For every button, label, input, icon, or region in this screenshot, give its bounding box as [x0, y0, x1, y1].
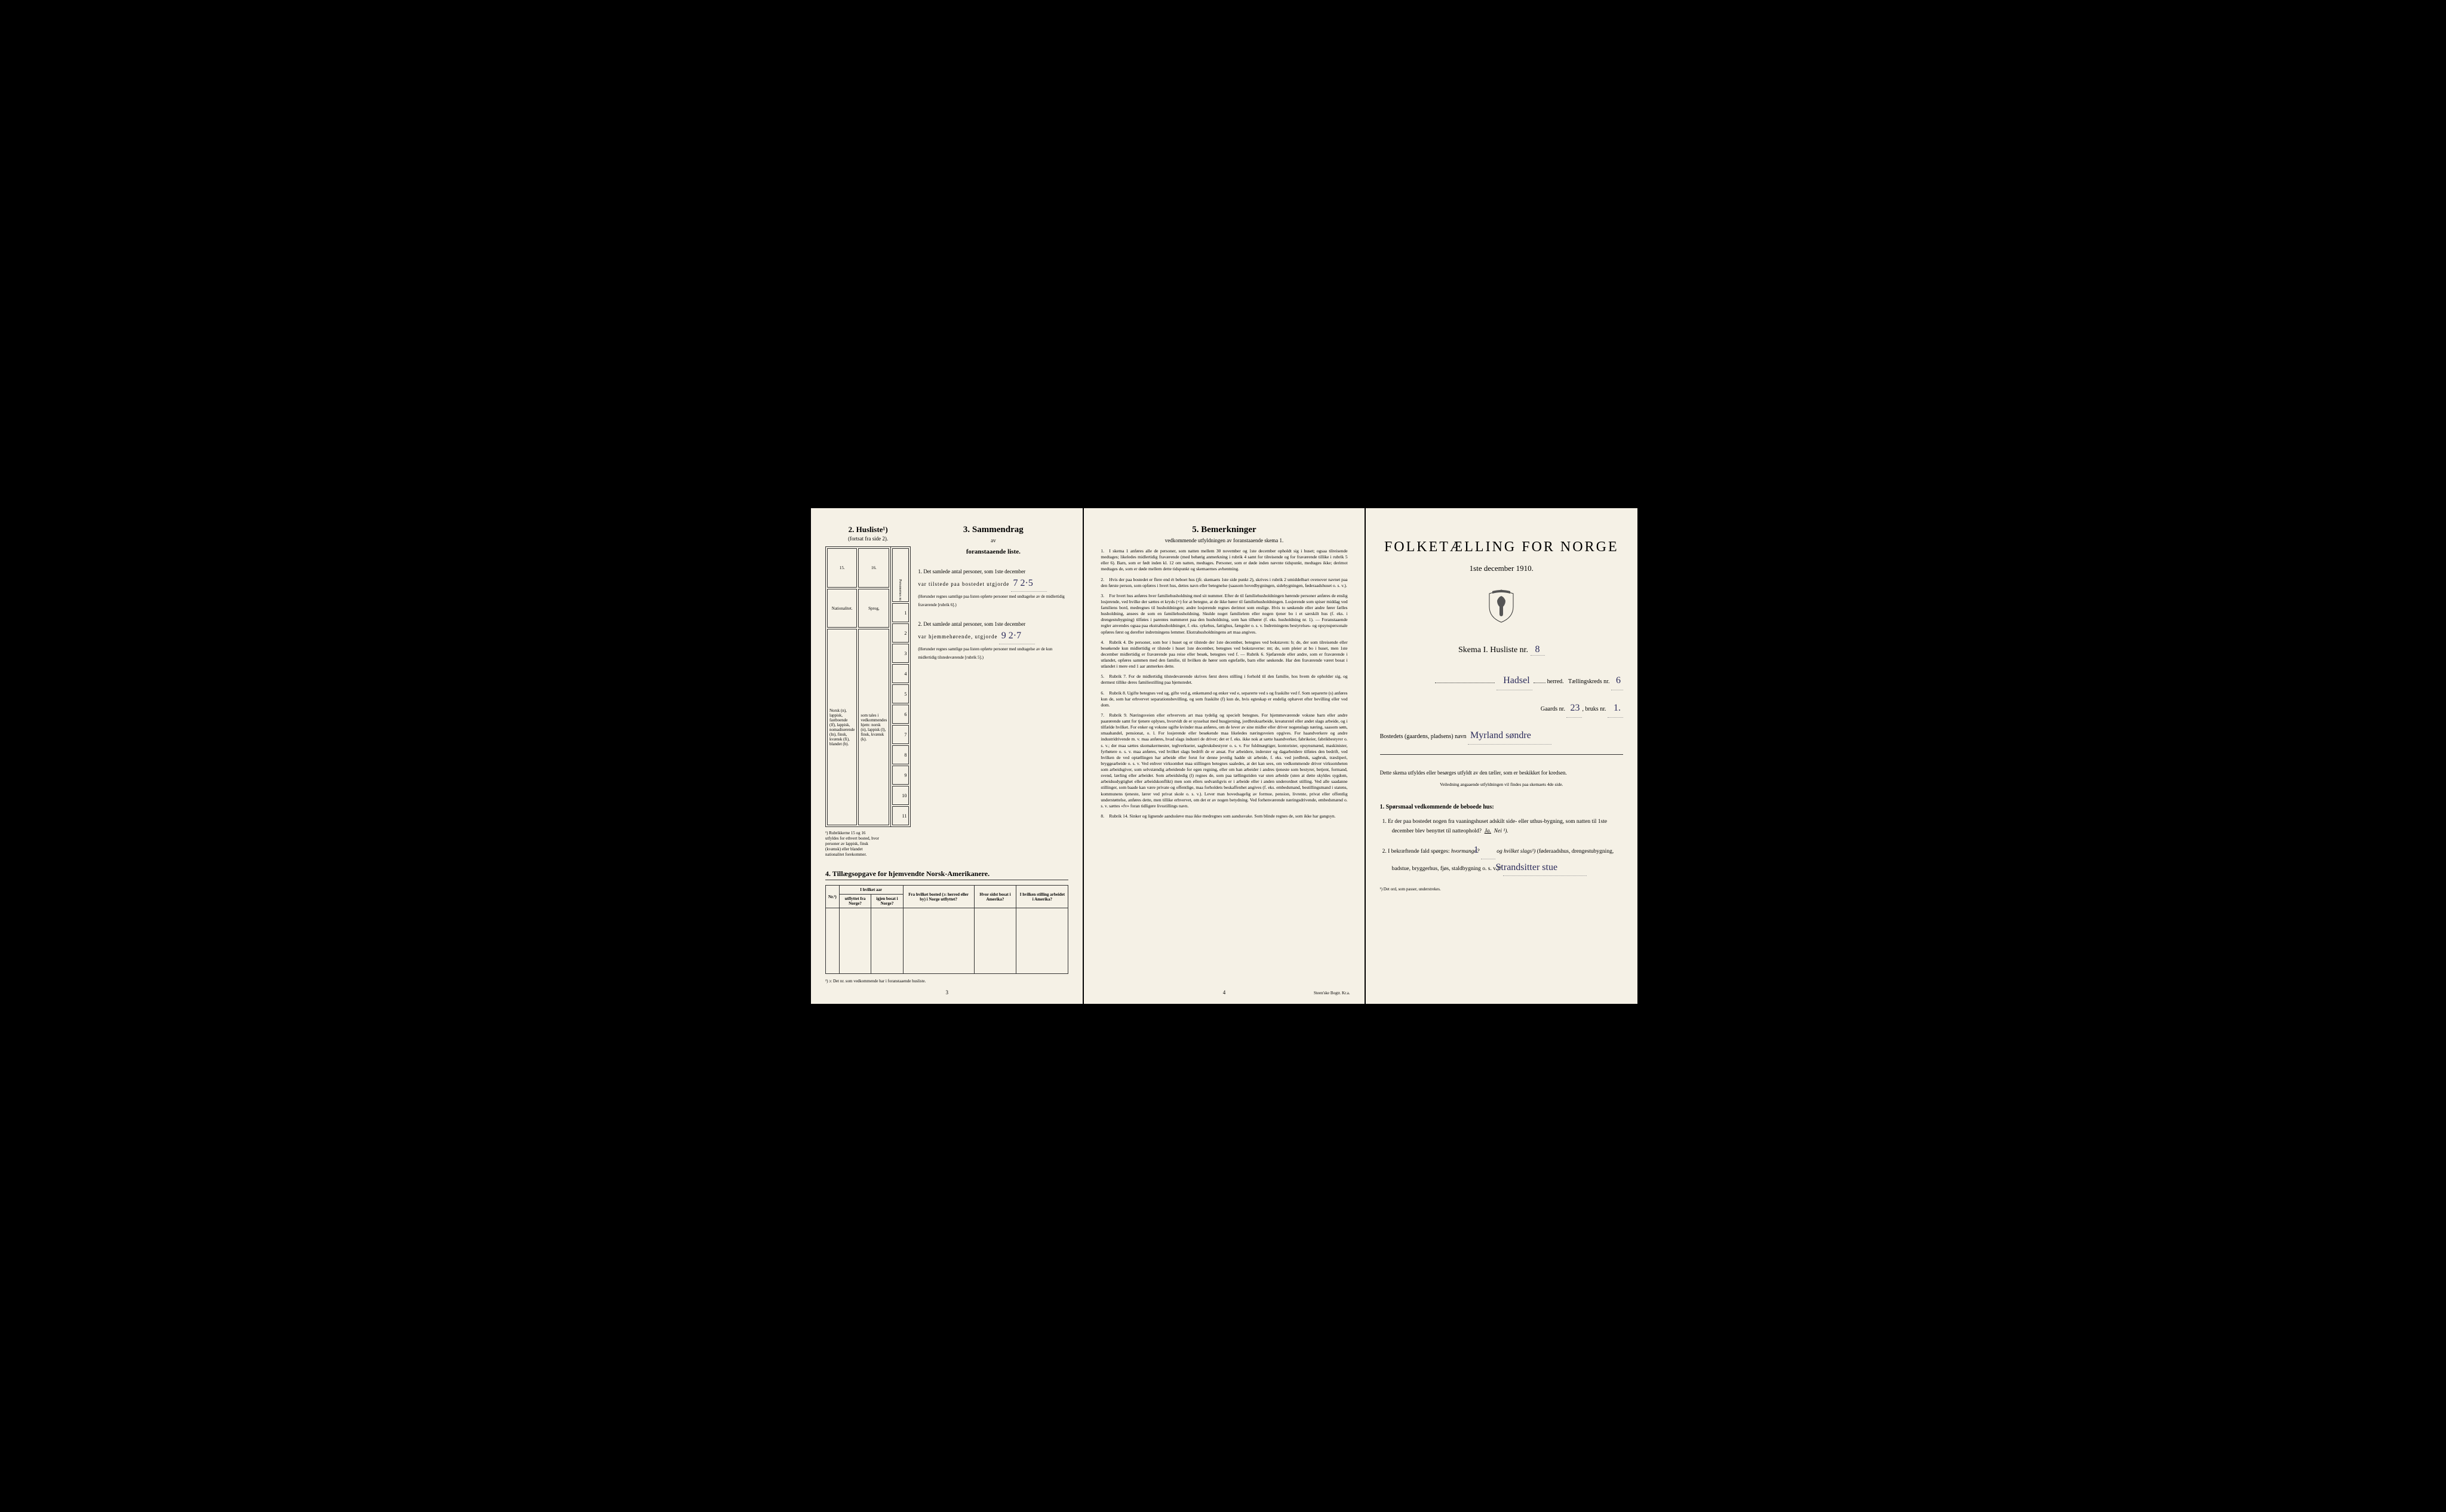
section3-sub2: foranstaaende liste.: [918, 548, 1068, 555]
summary-item-2: 2. Det samlede antal personer, som 1ste …: [918, 620, 1068, 662]
q2-slags-value: Strandsitter stue: [1503, 859, 1587, 876]
nat-text: Norsk (n), lappisk, fastboende (lf), lap…: [827, 629, 857, 825]
top-section: 2. Husliste¹) (fortsat fra side 2). 15.1…: [825, 525, 1068, 858]
section3-sub1: av: [918, 537, 1068, 543]
row-6: 6: [892, 705, 909, 724]
row-3: 3: [892, 644, 909, 663]
q-heading: 1. Spørsmaal vedkommende de beboede hus:: [1380, 802, 1623, 812]
row-10: 10: [892, 786, 909, 805]
q1-ja: Ja.: [1485, 828, 1491, 834]
section2-sub: (fortsat fra side 2).: [825, 536, 911, 542]
bruks-nr: 1.: [1608, 700, 1623, 718]
printer-mark: Steen'ske Bogtr. Kr.a.: [1314, 991, 1350, 995]
row-1: 1: [892, 603, 909, 622]
q1-nei: Nei ¹).: [1494, 828, 1508, 834]
section2-footnote: ¹) Rubrikkerne 15 og 16 utfyldes for eth…: [825, 831, 879, 858]
gaards-line: Gaards nr. 23, bruks nr. 1.: [1380, 700, 1623, 718]
row-8: 8: [892, 745, 909, 764]
herred-value: Hadsel: [1497, 672, 1532, 690]
row-9: 9: [892, 766, 909, 785]
three-page-spread: 2. Husliste¹) (fortsat fra side 2). 15.1…: [811, 508, 1635, 1004]
bemerkninger-list: 1.I skema 1 anføres alle de personer, so…: [1098, 548, 1350, 819]
bemerk-1: 1.I skema 1 anføres alle de personer, so…: [1101, 548, 1347, 573]
bemerk-6: 6.Rubrik 8. Ugifte betegnes ved ug, gift…: [1101, 690, 1347, 708]
info-block: Dette skema utfyldes eller besørges utfy…: [1380, 769, 1623, 788]
summary-item-1: 1. Det samlede antal personer, som 1ste …: [918, 567, 1068, 609]
row-5: 5: [892, 684, 909, 703]
bemerk-7: 7.Rubrik 9. Næringsveien eller erhvervet…: [1101, 712, 1347, 809]
page-4: 5. Bemerkninger vedkommende utfyldningen…: [1084, 508, 1364, 1004]
person-rows-table: Personernes nr. 1 2 3 4 5 6 7 8 9 10 11: [890, 546, 911, 827]
row-7: 7: [892, 725, 909, 744]
bemerk-4: 4.Rubrik 4. De personer, som bor i huset…: [1101, 640, 1347, 670]
skema-line: Skema I. Husliste nr. 8: [1380, 644, 1623, 656]
amerikanere-table: Nr.²) I hvilket aar Fra hvilket bosted (…: [825, 885, 1068, 974]
row-2: 2: [892, 623, 909, 643]
page-1-cover: FOLKETÆLLING FOR NORGE 1ste december 191…: [1366, 508, 1637, 1004]
herred-line: Hadsel herred. Tællingskreds nr. 6: [1380, 672, 1623, 690]
row-4: 4: [892, 664, 909, 683]
census-date: 1ste december 1910.: [1380, 564, 1623, 573]
page-3: 2. Husliste¹) (fortsat fra side 2). 15.1…: [811, 508, 1083, 1004]
divider: [1380, 754, 1623, 755]
bemerk-8: 8.Rubrik 14. Sinker og lignende aandsslø…: [1101, 813, 1347, 819]
page-number-3: 3: [811, 989, 1083, 995]
row-11: 11: [892, 806, 909, 825]
sprog-text: som tales i vedkommendes hjem: norsk (n)…: [858, 629, 889, 825]
section5-sub: vedkommende utfyldningen av foranstaaend…: [1098, 537, 1350, 543]
section5-heading: 5. Bemerkninger: [1098, 525, 1350, 535]
kreds-nr: 6: [1611, 672, 1623, 690]
nationality-table: 15.16. Nationalitet.Sprog, Norsk (n), la…: [825, 546, 891, 827]
section2-block: 2. Husliste¹) (fortsat fra side 2). 15.1…: [825, 525, 911, 858]
underline-footnote: ¹) Det ord, som passer, understrekes.: [1380, 887, 1623, 892]
bemerk-2: 2.Hvis der paa bostedet er flere end ét …: [1101, 577, 1347, 589]
section4-heading: 4. Tillægsopgave for hjemvendte Norsk-Am…: [825, 869, 1068, 880]
bosted-value: Myrland søndre: [1468, 727, 1551, 745]
husliste-nr: 8: [1531, 644, 1545, 656]
questions-block: 1. Spørsmaal vedkommende de beboede hus:…: [1380, 802, 1623, 876]
section2-heading: 2. Husliste¹): [825, 525, 911, 534]
bemerk-3: 3.For hvert hus anføres hver familiehush…: [1101, 593, 1347, 635]
bosted-line: Bostedets (gaardens, pladsens) navn Myrl…: [1380, 727, 1623, 745]
main-title: FOLKETÆLLING FOR NORGE: [1380, 539, 1623, 555]
question-2: 2. I bekræftende fald spørges: hvormange…: [1380, 842, 1623, 875]
bemerk-5: 5.Rubrik 7. For de midlertidig tilstedev…: [1101, 674, 1347, 686]
question-1: 1. Er der paa bostedet nogen fra vaaning…: [1380, 817, 1623, 836]
section3-heading: 3. Sammendrag: [918, 525, 1068, 535]
hjemme-value: 9 2·7: [999, 628, 1035, 644]
gaards-nr: 23: [1566, 700, 1582, 718]
q2-hvormange-value: 1: [1481, 842, 1495, 859]
section3-block: 3. Sammendrag av foranstaaende liste. 1.…: [911, 525, 1068, 858]
tilstede-value: 7 2·5: [1011, 576, 1047, 592]
section4-footnote: ²) ɔ: Det nr. som vedkommende har i fora…: [825, 979, 1068, 984]
section4-block: 4. Tillægsopgave for hjemvendte Norsk-Am…: [825, 869, 1068, 984]
coat-of-arms-icon: [1380, 589, 1623, 626]
